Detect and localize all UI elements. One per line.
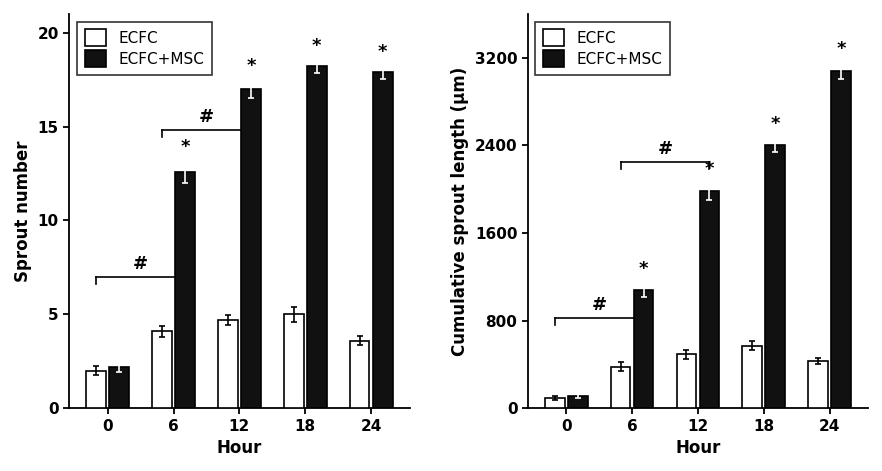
Bar xyxy=(545,398,564,408)
Bar xyxy=(766,146,785,408)
Legend: ECFC, ECFC+MSC: ECFC, ECFC+MSC xyxy=(77,22,212,75)
Bar xyxy=(152,331,172,408)
Y-axis label: Sprout number: Sprout number xyxy=(14,140,32,282)
Bar xyxy=(808,361,828,408)
Text: #: # xyxy=(199,108,214,126)
Bar xyxy=(699,191,720,408)
X-axis label: Hour: Hour xyxy=(217,439,262,457)
X-axis label: Hour: Hour xyxy=(676,439,721,457)
Text: #: # xyxy=(657,140,673,158)
Bar xyxy=(610,366,631,408)
Y-axis label: Cumulative sprout length (μm): Cumulative sprout length (μm) xyxy=(452,66,469,356)
Bar xyxy=(218,320,238,408)
Text: *: * xyxy=(312,37,322,55)
Text: #: # xyxy=(592,296,607,315)
Legend: ECFC, ECFC+MSC: ECFC, ECFC+MSC xyxy=(535,22,670,75)
Text: *: * xyxy=(705,160,714,179)
Text: #: # xyxy=(133,255,148,273)
Bar xyxy=(568,396,587,408)
Bar xyxy=(373,72,392,408)
Text: *: * xyxy=(639,260,648,278)
Bar xyxy=(176,171,195,408)
Bar xyxy=(743,346,762,408)
Bar xyxy=(307,66,326,408)
Bar xyxy=(676,355,696,408)
Bar xyxy=(86,371,106,408)
Text: *: * xyxy=(246,57,256,75)
Bar xyxy=(284,314,303,408)
Text: *: * xyxy=(836,40,846,58)
Bar xyxy=(241,89,261,408)
Text: *: * xyxy=(377,43,387,61)
Bar xyxy=(634,290,654,408)
Bar xyxy=(350,341,370,408)
Bar xyxy=(109,367,129,408)
Text: *: * xyxy=(180,138,190,155)
Bar xyxy=(832,71,851,408)
Text: *: * xyxy=(771,115,780,133)
